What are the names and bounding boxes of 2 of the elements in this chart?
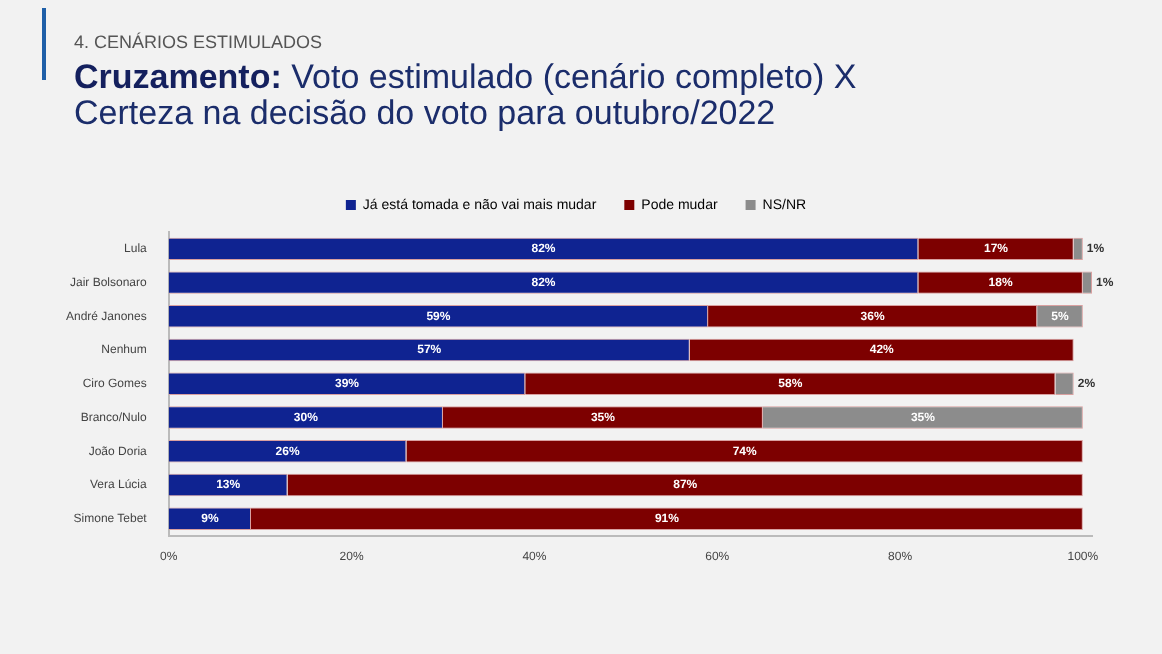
chart-title: Cruzamento: Voto estimulado (cenário completo) X Certeza na decisão do voto para outubro/2022	[74, 58, 859, 132]
chart-subtitle: 4. CENÁRIOS ESTIMULADOS	[74, 32, 323, 52]
